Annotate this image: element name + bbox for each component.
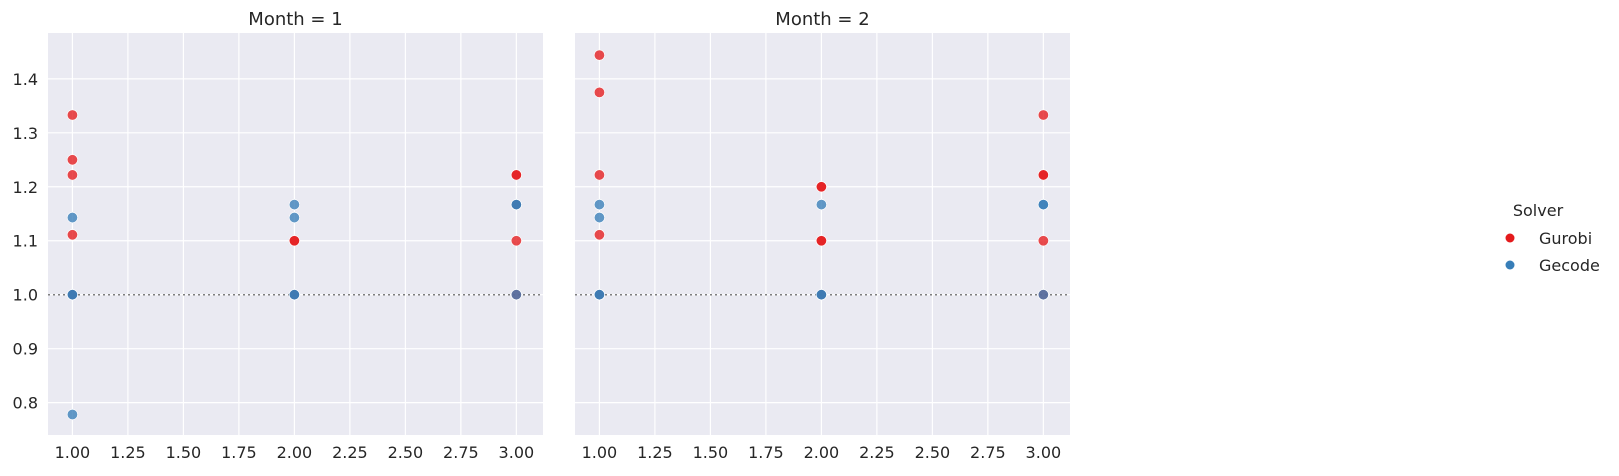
series-gecode bbox=[66, 199, 522, 420]
data-point-gurobi bbox=[815, 181, 827, 193]
x-tick-label: 2.75 bbox=[443, 443, 479, 462]
panel-title: Month = 2 bbox=[775, 9, 869, 30]
data-point-gecode bbox=[815, 289, 827, 301]
plot-area bbox=[575, 33, 1070, 435]
legend-marker-gurobi bbox=[1505, 233, 1515, 243]
data-point-gurobi bbox=[66, 154, 78, 166]
data-point-gecode bbox=[288, 212, 300, 224]
legend-label-gecode: Gecode bbox=[1539, 256, 1600, 275]
x-tick-label: 1.25 bbox=[637, 443, 673, 462]
y-tick-label: 1.1 bbox=[13, 232, 38, 251]
data-point-gurobi bbox=[593, 169, 605, 181]
legend-marker-gecode bbox=[1505, 260, 1515, 270]
x-tick-label: 3.00 bbox=[499, 443, 535, 462]
x-tick-label: 2.50 bbox=[388, 443, 424, 462]
y-tick-label: 1.2 bbox=[13, 178, 38, 197]
data-point-gurobi bbox=[815, 235, 827, 247]
data-point-gurobi bbox=[66, 109, 78, 121]
x-tick-label: 1.75 bbox=[748, 443, 784, 462]
x-tick-label: 2.00 bbox=[804, 443, 840, 462]
data-point-gurobi bbox=[593, 229, 605, 241]
panel-1: 1.00 1.25 1.50 1.75 2.00 2.25 2.50 2.75 3.00 0.8 0… bbox=[13, 9, 543, 462]
data-point-gurobi bbox=[1037, 235, 1049, 247]
legend-title: Solver bbox=[1513, 201, 1564, 220]
x-tick-label: 1.50 bbox=[693, 443, 729, 462]
panel-title: Month = 1 bbox=[248, 9, 342, 30]
x-tick-label: 1.75 bbox=[221, 443, 257, 462]
data-point-gurobi bbox=[510, 169, 522, 181]
x-tick-label: 1.50 bbox=[166, 443, 202, 462]
data-point-gecode bbox=[510, 289, 522, 301]
chart-panels: 1.00 1.25 1.50 1.75 2.00 2.25 2.50 2.75 3.00 0.8 0… bbox=[13, 9, 1070, 462]
data-point-gecode bbox=[1037, 199, 1049, 211]
data-point-gecode bbox=[66, 212, 78, 224]
series-gecode bbox=[593, 199, 1049, 301]
panel-2: 1.00 1.25 1.50 1.75 2.00 2.25 2.50 2.75 3.00 Mont… bbox=[575, 9, 1070, 462]
x-tick-label: 3.00 bbox=[1026, 443, 1062, 462]
y-tick-label: 1.3 bbox=[13, 124, 38, 143]
data-point-gecode bbox=[288, 289, 300, 301]
x-tick-label: 2.50 bbox=[915, 443, 951, 462]
data-point-gecode bbox=[1037, 289, 1049, 301]
y-tick-label: 1.0 bbox=[13, 286, 38, 305]
x-tick-label: 2.00 bbox=[277, 443, 313, 462]
legend: Solver Gurobi Gecode bbox=[1505, 201, 1600, 275]
data-point-gurobi bbox=[66, 229, 78, 241]
data-point-gurobi bbox=[593, 49, 605, 61]
data-point-gecode bbox=[288, 199, 300, 211]
x-tick-label: 2.25 bbox=[332, 443, 368, 462]
y-tick-label: 0.8 bbox=[13, 394, 38, 413]
data-point-gurobi bbox=[593, 86, 605, 98]
x-tick-label: 2.25 bbox=[859, 443, 895, 462]
data-point-gurobi bbox=[1037, 109, 1049, 121]
y-tick-label: 0.9 bbox=[13, 340, 38, 359]
x-tick-label: 2.75 bbox=[970, 443, 1006, 462]
data-point-gecode bbox=[510, 199, 522, 211]
data-point-gecode bbox=[593, 289, 605, 301]
plot-area bbox=[48, 33, 543, 435]
x-tick-label: 1.25 bbox=[110, 443, 146, 462]
x-tick-label: 1.00 bbox=[55, 443, 91, 462]
data-point-gecode bbox=[66, 289, 78, 301]
legend-label-gurobi: Gurobi bbox=[1539, 229, 1592, 248]
data-point-gurobi bbox=[288, 235, 300, 247]
data-point-gurobi bbox=[510, 235, 522, 247]
data-point-gecode bbox=[815, 199, 827, 211]
data-point-gurobi bbox=[66, 169, 78, 181]
data-point-gecode bbox=[593, 212, 605, 224]
data-point-gecode bbox=[66, 408, 78, 420]
data-point-gurobi bbox=[1037, 169, 1049, 181]
y-tick-label: 1.4 bbox=[13, 70, 38, 89]
x-tick-label: 1.00 bbox=[582, 443, 618, 462]
data-point-gecode bbox=[593, 199, 605, 211]
